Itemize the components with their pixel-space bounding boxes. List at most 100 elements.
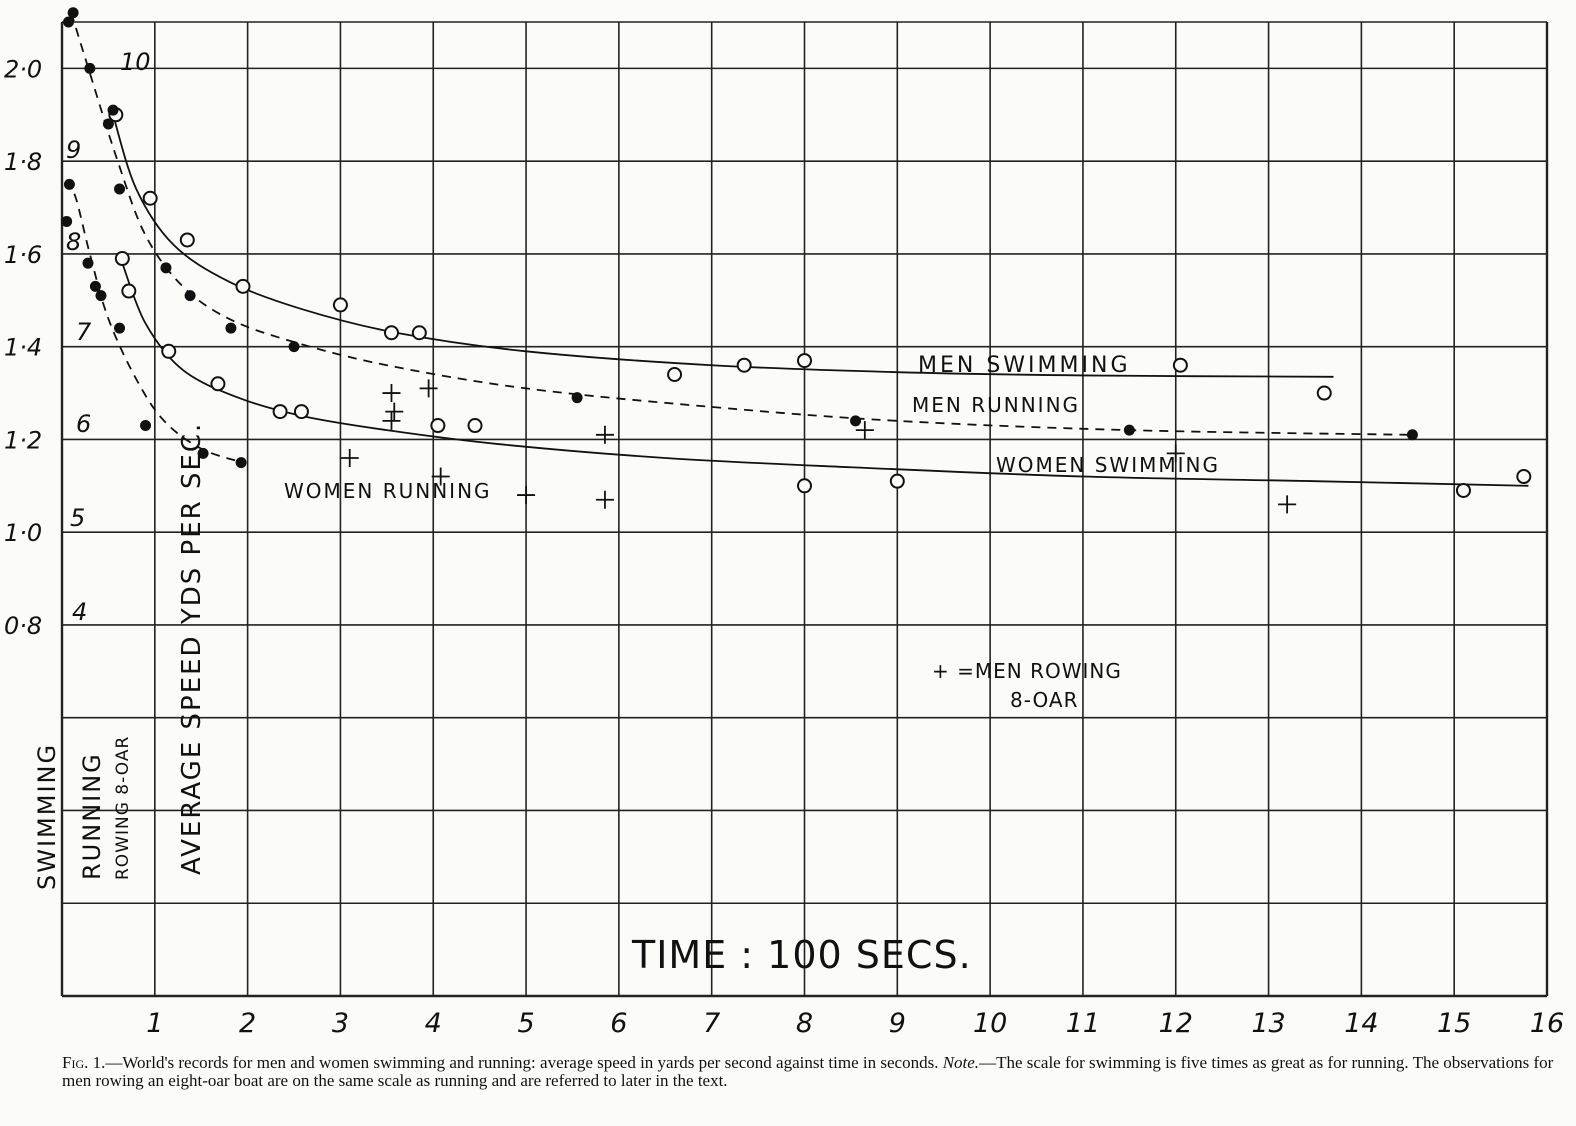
data-point <box>340 448 359 467</box>
annotation-women-running: WOMEN RUNNING <box>284 479 492 503</box>
chart-curves <box>65 12 1529 487</box>
x-tick-label: 3 <box>332 1008 349 1039</box>
data-point <box>855 421 874 440</box>
data-point <box>210 376 226 392</box>
data-point <box>419 379 438 398</box>
data-point <box>197 447 209 459</box>
data-point <box>225 322 237 334</box>
data-point <box>272 404 288 420</box>
y-tick-label: 1·8 <box>4 148 42 176</box>
data-point <box>63 178 75 190</box>
running-tick-label: 5 <box>70 504 85 532</box>
data-point <box>107 104 119 116</box>
running-tick-label: 6 <box>76 410 91 438</box>
series-curve-0 <box>112 114 1334 378</box>
caption-note-label: Note. <box>942 1053 980 1072</box>
x-tick-label: 13 <box>1251 1008 1285 1039</box>
data-point <box>1316 385 1332 401</box>
data-point <box>332 297 348 313</box>
data-point <box>571 392 583 404</box>
data-point <box>517 486 536 505</box>
series-curve-3 <box>65 179 244 464</box>
y-axis-label: AVERAGE SPEED YDS PER SEC. <box>177 422 207 875</box>
data-point <box>467 418 483 434</box>
caption-note-text: —The scale for swimming is five times as… <box>62 1053 1554 1090</box>
x-tick-label: 11 <box>1066 1008 1100 1039</box>
data-point <box>1172 357 1188 373</box>
x-tick-label: 12 <box>1159 1008 1193 1039</box>
data-point <box>595 490 614 509</box>
data-point <box>142 190 158 206</box>
annotation-rowing-line1: + =MEN ROWING <box>932 659 1122 683</box>
data-point <box>1166 444 1185 463</box>
data-point <box>382 411 401 430</box>
data-point <box>797 478 812 494</box>
y-axis-rowing-label: ROWING 8-OAR <box>113 736 133 880</box>
x-tick-label: 16 <box>1530 1008 1564 1039</box>
y-tick-label: 2·0 <box>4 55 42 83</box>
x-tick-label: 6 <box>610 1008 627 1039</box>
x-tick-label: 5 <box>517 1008 534 1039</box>
data-point <box>595 425 614 444</box>
data-point <box>62 16 74 28</box>
data-point <box>95 290 107 302</box>
running-tick-label: 9 <box>66 136 81 164</box>
data-point <box>385 402 404 421</box>
series-curve-2 <box>121 262 1529 487</box>
data-point <box>1516 469 1532 485</box>
annotation-women-swimming: WOMEN SWIMMING <box>996 453 1220 477</box>
chart-points <box>61 7 1532 514</box>
data-point <box>235 457 247 469</box>
x-tick-label: 15 <box>1437 1008 1471 1039</box>
y-tick-label: 0·8 <box>4 612 42 640</box>
x-tick-label: 2 <box>239 1008 256 1039</box>
data-point <box>61 215 73 227</box>
data-point <box>1278 495 1297 514</box>
x-tick-label: 1 <box>146 1008 163 1039</box>
data-point <box>102 118 114 130</box>
y-tick-label: 1·2 <box>4 426 42 454</box>
data-point <box>430 418 446 434</box>
data-point <box>736 357 752 373</box>
annotation-men-running: MEN RUNNING <box>912 393 1080 417</box>
x-tick-label: 9 <box>889 1008 906 1039</box>
data-point <box>114 251 130 267</box>
data-point <box>288 341 300 353</box>
x-tick-label: 4 <box>425 1008 442 1039</box>
data-point <box>114 322 126 334</box>
data-point <box>235 278 251 294</box>
caption-fig-label: Fig. 1. <box>62 1053 106 1072</box>
data-point <box>84 62 96 74</box>
y-tick-label: 1·4 <box>4 334 42 362</box>
chart: 1 2 3 4 5 6 7 8 9 10 11 12 13 14 15 162·01·81·61·41·21·… <box>4 7 1564 1039</box>
data-point <box>114 183 126 195</box>
data-point <box>383 325 399 341</box>
data-point <box>431 467 450 486</box>
data-point <box>293 404 309 420</box>
data-point <box>889 473 905 489</box>
data-point <box>411 325 427 341</box>
data-point <box>184 290 196 302</box>
data-point <box>1455 482 1471 498</box>
x-tick-label: 7 <box>703 1008 720 1039</box>
chart-labels: 1 2 3 4 5 6 7 8 9 10 11 12 13 14 15 162·01·81·61·41·21·… <box>4 48 1564 1039</box>
running-tick-label: 4 <box>72 598 87 626</box>
data-point <box>160 262 172 274</box>
data-point <box>179 232 195 248</box>
data-point <box>161 343 177 359</box>
running-tick-label: 10 <box>120 48 151 76</box>
data-point <box>82 257 94 269</box>
y-tick-label: 1·0 <box>4 519 42 547</box>
data-point <box>89 280 101 292</box>
data-point <box>1123 424 1135 436</box>
data-point <box>850 415 862 427</box>
annotation-men-swimming: MEN SWIMMING <box>918 353 1131 378</box>
data-point <box>667 366 683 382</box>
chart-grid <box>60 21 1549 998</box>
x-axis-label: TIME : 100 SECS. <box>631 933 972 977</box>
running-tick-label: 7 <box>76 318 92 346</box>
series-curve-1 <box>70 12 1408 436</box>
figure-caption: Fig. 1.—World's records for men and wome… <box>62 1054 1562 1090</box>
data-point <box>797 353 812 369</box>
data-point <box>1406 429 1418 441</box>
